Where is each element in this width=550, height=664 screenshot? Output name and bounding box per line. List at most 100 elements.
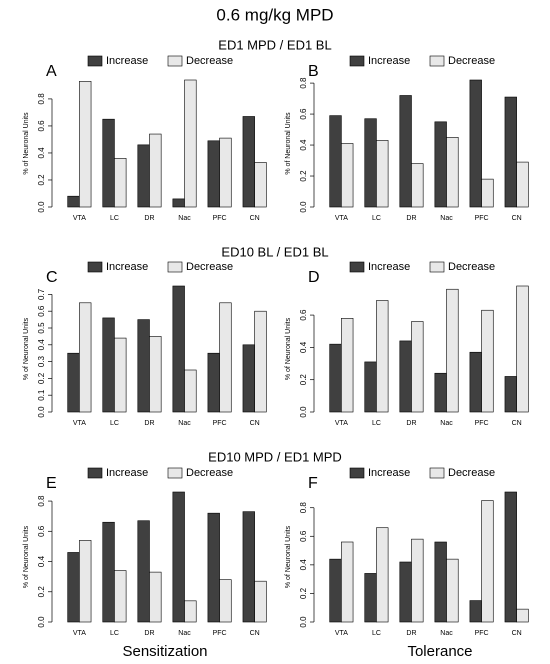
- y-tick-label: 0.2: [37, 174, 46, 186]
- bar: [329, 115, 342, 208]
- bar: [481, 500, 494, 623]
- y-tick-label: 0.8: [37, 93, 46, 105]
- y-tick-label: 0.4: [299, 341, 308, 353]
- bar: [469, 79, 482, 208]
- bar: [329, 558, 342, 623]
- y-tick-label: 0.7: [37, 288, 46, 300]
- bar: [341, 318, 354, 413]
- y-tick-label: 0.4: [37, 147, 46, 159]
- x-tick-label: CN: [250, 215, 260, 222]
- bar: [137, 520, 150, 623]
- bar: [469, 600, 482, 623]
- legend-swatch: [167, 55, 183, 67]
- y-tick-label: 0.6: [299, 309, 308, 321]
- legend-swatch: [429, 467, 445, 479]
- y-axis-title: % of Neuronal Units: [23, 112, 30, 175]
- panel-label: A: [46, 63, 57, 80]
- bar: [364, 361, 377, 413]
- y-tick-label: 0.6: [37, 120, 46, 132]
- y-tick-label: 0.4: [37, 339, 46, 351]
- y-tick-label: 0.0: [37, 616, 46, 628]
- legend-swatch: [429, 55, 445, 67]
- y-tick-label: 0.0: [37, 406, 46, 418]
- bar: [242, 116, 255, 208]
- y-tick-label: 0.4: [37, 555, 46, 567]
- x-tick-label: PFC: [475, 420, 489, 427]
- x-tick-label: VTA: [73, 420, 86, 427]
- bar: [254, 162, 267, 208]
- bar: [364, 118, 377, 208]
- y-axis-title: % of Neuronal Units: [23, 525, 30, 588]
- x-tick-label: Nac: [178, 420, 191, 427]
- legend-label: Decrease: [186, 55, 233, 67]
- bar: [184, 79, 197, 208]
- y-tick-label: 0.8: [299, 77, 308, 89]
- legend-label: Increase: [106, 55, 148, 67]
- bar: [341, 541, 354, 623]
- legend-swatch: [349, 55, 365, 67]
- bar: [149, 133, 162, 208]
- y-axis-title: % of Neuronal Units: [285, 112, 292, 175]
- bar: [219, 579, 232, 623]
- bar: [364, 573, 377, 623]
- y-tick-label: 0.4: [299, 139, 308, 151]
- bar: [79, 302, 92, 413]
- bar: [79, 540, 92, 623]
- bar: [481, 309, 494, 413]
- y-tick-label: 0.8: [299, 502, 308, 514]
- y-tick-label: 0.6: [299, 108, 308, 120]
- bar: [207, 512, 220, 623]
- x-tick-label: Nac: [440, 215, 453, 222]
- y-tick-label: 0.2: [299, 374, 308, 386]
- legend-swatch: [349, 261, 365, 273]
- x-tick-label: DR: [144, 420, 154, 427]
- row-title: ED10 MPD / ED1 MPD: [208, 449, 342, 464]
- x-tick-label: DR: [406, 215, 416, 222]
- y-tick-label: 0.2: [299, 587, 308, 599]
- x-tick-label: PFC: [475, 215, 489, 222]
- x-tick-label: VTA: [335, 420, 348, 427]
- bar: [114, 570, 127, 623]
- legend-label: Increase: [368, 467, 410, 479]
- bar: [411, 538, 424, 623]
- bar: [114, 337, 127, 413]
- bar: [399, 340, 412, 413]
- bar: [504, 96, 517, 208]
- x-tick-label: VTA: [73, 630, 86, 637]
- y-tick-label: 0.0: [299, 616, 308, 628]
- legend-swatch: [87, 467, 103, 479]
- bar: [504, 491, 517, 623]
- bar: [376, 140, 389, 208]
- bar: [184, 369, 197, 413]
- x-tick-label: Nac: [440, 630, 453, 637]
- legend-label: Decrease: [448, 261, 495, 273]
- x-tick-label: VTA: [335, 630, 348, 637]
- x-tick-label: LC: [110, 630, 119, 637]
- bar: [434, 372, 447, 413]
- x-tick-label: LC: [372, 215, 381, 222]
- legend-swatch: [87, 261, 103, 273]
- x-tick-label: CN: [512, 420, 522, 427]
- y-tick-label: 0.2: [37, 372, 46, 384]
- bar: [399, 561, 412, 623]
- legend-label: Decrease: [186, 467, 233, 479]
- y-tick-label: 0.3: [37, 355, 46, 367]
- bar: [434, 121, 447, 208]
- bar: [172, 491, 185, 623]
- y-tick-label: 0.5: [37, 322, 46, 334]
- x-tick-label: LC: [372, 630, 381, 637]
- row-title: ED1 MPD / ED1 BL: [218, 37, 331, 52]
- bar: [446, 558, 459, 623]
- x-tick-label: VTA: [335, 215, 348, 222]
- x-tick-label: CN: [512, 630, 522, 637]
- bar: [219, 137, 232, 208]
- x-tick-label: DR: [406, 420, 416, 427]
- legend-swatch: [429, 261, 445, 273]
- y-axis-title: % of Neuronal Units: [285, 317, 292, 380]
- bar: [207, 140, 220, 208]
- x-tick-label: Nac: [178, 630, 191, 637]
- panel-label: C: [46, 269, 58, 286]
- bar: [341, 143, 354, 208]
- x-tick-label: DR: [144, 630, 154, 637]
